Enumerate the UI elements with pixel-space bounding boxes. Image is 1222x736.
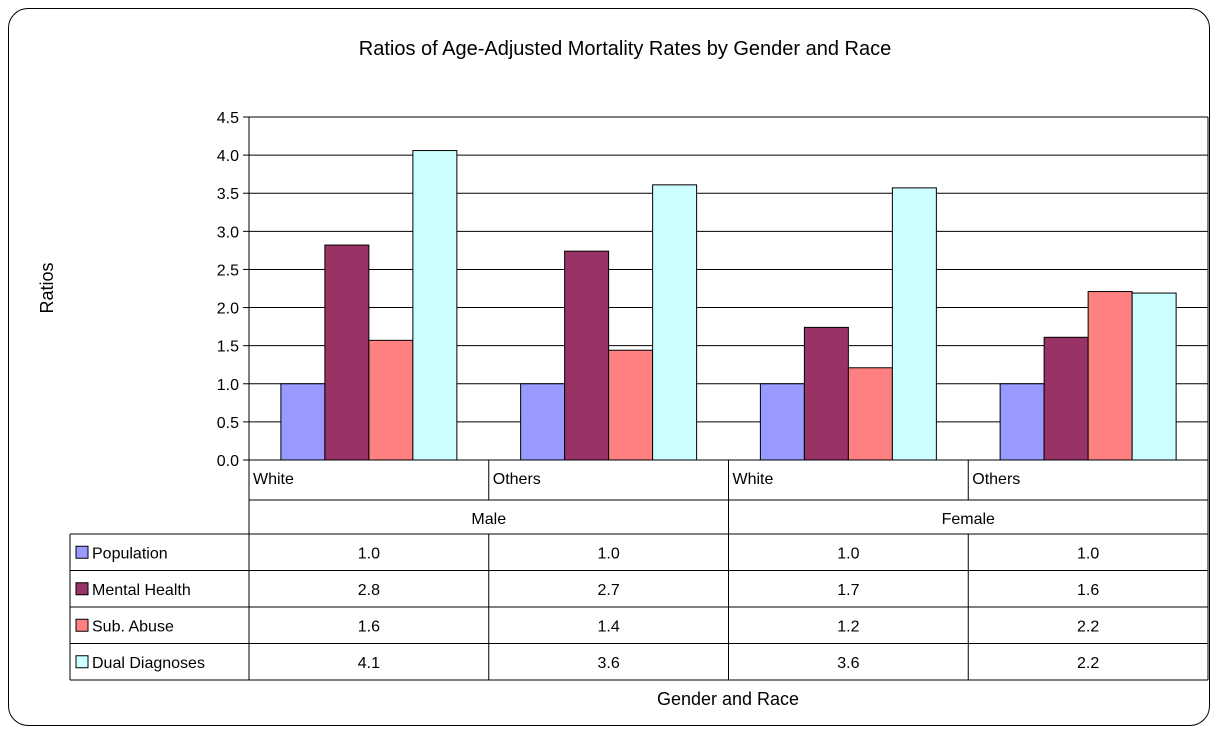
y-tick-label: 3.5	[217, 186, 239, 203]
bars	[280, 150, 1177, 461]
data-value-label: 2.2	[1077, 618, 1099, 635]
legend-label: Sub. Abuse	[92, 618, 174, 635]
data-value-label: 4.1	[358, 655, 380, 672]
data-value-label: 2.7	[598, 582, 620, 599]
y-tick-label: 4.5	[217, 110, 239, 127]
data-value-label: 1.7	[837, 582, 859, 599]
group-label: Female	[942, 511, 995, 528]
legend-label: Dual Diagnoses	[92, 655, 205, 672]
data-value-label: 1.6	[1077, 582, 1099, 599]
bar-sub-abuse	[1087, 291, 1133, 461]
data-value-label: 1.0	[598, 545, 620, 562]
y-tick-label: 2.5	[217, 262, 239, 279]
chart-title: Ratios of Age-Adjusted Mortality Rates b…	[359, 38, 892, 60]
bar-population	[999, 383, 1045, 461]
bar-mental-health	[803, 326, 849, 461]
bar-dual-diagnoses	[1131, 292, 1177, 461]
legend-swatch	[75, 582, 89, 596]
legend-swatch	[75, 618, 89, 632]
bar-mental-health	[1043, 336, 1089, 461]
bar-sub-abuse	[847, 367, 893, 461]
group-label: Male	[471, 511, 506, 528]
legend-swatch	[75, 655, 89, 669]
data-value-label: 1.0	[358, 545, 380, 562]
x-axis-label: Gender and Race	[657, 689, 799, 709]
category-label: White	[253, 471, 294, 488]
y-tick-label: 3.0	[217, 224, 239, 241]
category-label: White	[733, 471, 774, 488]
bar-mental-health	[564, 250, 610, 461]
y-axis-ticks: 0.0 0.5 1.0 1.5 2.0 2.5 3.0 3.5 4.0 4.5	[217, 110, 249, 470]
category-label: Others	[493, 471, 541, 488]
category-label: Others	[972, 471, 1020, 488]
data-value-label: 2.2	[1077, 655, 1099, 672]
legend-label: Mental Health	[92, 582, 191, 599]
y-tick-label: 1.5	[217, 339, 239, 356]
bar-population	[520, 383, 566, 461]
data-value-label: 1.2	[837, 618, 859, 635]
bar-mental-health	[324, 244, 370, 461]
data-value-label: 1.0	[837, 545, 859, 562]
y-tick-label: 0.5	[217, 415, 239, 432]
data-value-label: 2.8	[358, 582, 380, 599]
y-axis-label: Ratios	[37, 262, 57, 313]
bar-population	[280, 383, 326, 461]
bar-dual-diagnoses	[412, 150, 458, 461]
bar-dual-diagnoses	[652, 184, 698, 461]
y-tick-label: 0.0	[217, 453, 239, 470]
data-value-label: 1.0	[1077, 545, 1099, 562]
data-value-label: 1.4	[598, 618, 620, 635]
legend-swatch	[75, 545, 89, 559]
bar-sub-abuse	[368, 339, 414, 461]
data-value-label: 1.6	[358, 618, 380, 635]
bar-dual-diagnoses	[891, 187, 937, 461]
data-value-label: 3.6	[598, 655, 620, 672]
data-value-label: 3.6	[837, 655, 859, 672]
bar-sub-abuse	[608, 349, 654, 461]
legend-label: Population	[92, 545, 168, 562]
y-tick-label: 2.0	[217, 301, 239, 318]
y-tick-label: 4.0	[217, 148, 239, 165]
data-table: White Others White Others Male Female Populati…	[69, 460, 1209, 681]
y-tick-label: 1.0	[217, 377, 239, 394]
bar-population	[759, 383, 805, 461]
